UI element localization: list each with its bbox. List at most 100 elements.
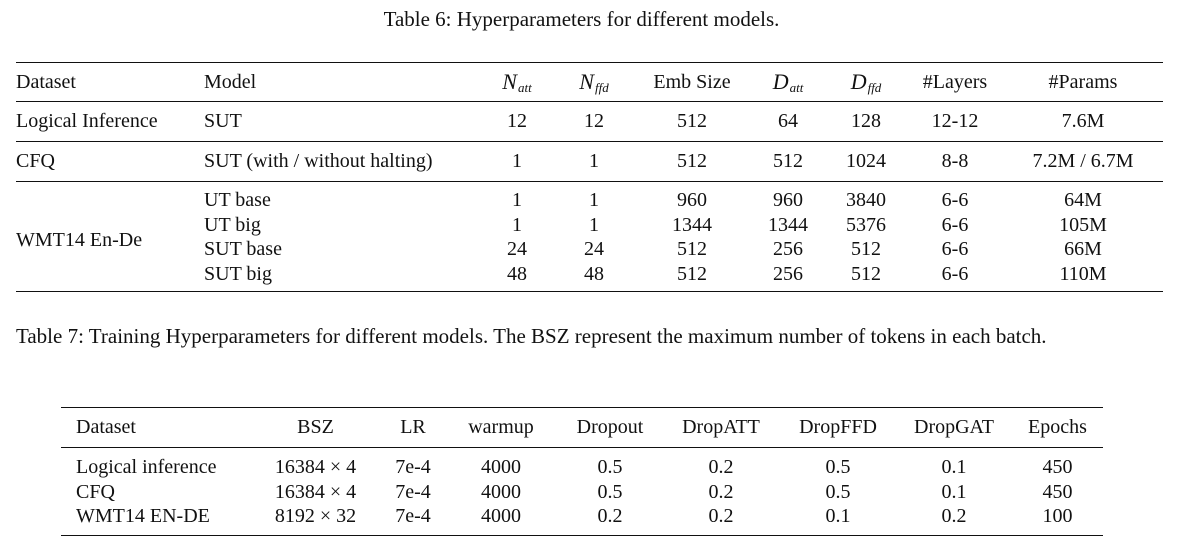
cell-d-att: 256 xyxy=(773,262,803,285)
cell-d-att: 512 xyxy=(751,141,825,182)
header-epochs: Epochs xyxy=(1012,407,1103,448)
cell-dropgat: 0.1 xyxy=(941,480,967,503)
cell-model: SUT base xyxy=(204,238,282,261)
cell-d-att: 64 xyxy=(751,101,825,142)
header-d-att: Datt xyxy=(751,62,825,102)
cell-dropout: 0.2 xyxy=(597,505,623,528)
cell-dataset: CFQ xyxy=(76,480,115,503)
d-ffd-symbol: D xyxy=(850,68,867,94)
n-att-symbol: N xyxy=(502,68,517,94)
cell-layers: 6-6 xyxy=(941,213,969,236)
cell-dropffd: 0.5 xyxy=(825,456,851,479)
cell-emb-size: 960 xyxy=(677,189,707,212)
cell-d-ffd: 1024 xyxy=(825,141,907,182)
cell-model: SUT (with / without halting) xyxy=(204,141,479,182)
table-row: CFQ SUT (with / without halting) 1 1 512… xyxy=(16,141,1163,182)
header-dataset: Dataset xyxy=(61,407,249,448)
cell-lr: 7e-4 xyxy=(395,505,431,528)
table-row: WMT14 En-De UT base 1 1 960 960 3840 6-6… xyxy=(16,182,1163,250)
cell-emb-size: 512 xyxy=(677,262,707,285)
cell-n-ffd: 48 xyxy=(584,262,604,285)
cell-model: SUT big xyxy=(204,262,272,285)
cell-d-ffd: 3840 xyxy=(846,189,886,212)
cell-dropatt: 0.2 xyxy=(708,480,734,503)
cell-params: 66M xyxy=(1064,238,1102,261)
table6-header-row: Dataset Model Natt Nffd Emb Size Datt Df… xyxy=(16,62,1163,102)
cell-emb-size: 1344 xyxy=(672,213,712,236)
header-dropffd: DropFFD xyxy=(780,407,896,448)
table7-header-row: Dataset BSZ LR warmup Dropout DropATT Dr… xyxy=(61,407,1103,448)
cell-n-att: 1 xyxy=(512,189,522,212)
cell-warmup: 4000 xyxy=(481,480,521,503)
header-params: #Params xyxy=(1003,62,1163,102)
cell-lr: 7e-4 xyxy=(395,480,431,503)
cell-dropatt: 0.2 xyxy=(708,456,734,479)
cell-dropatt: 0.2 xyxy=(708,505,734,528)
header-warmup: warmup xyxy=(444,407,558,448)
cell-dropffd: 0.5 xyxy=(825,480,851,503)
cell-epochs: 450 xyxy=(1042,480,1073,503)
cell-warmup: 4000 xyxy=(481,505,521,528)
cell-bsz: 16384 × 4 xyxy=(274,456,357,479)
d-att-symbol: D xyxy=(772,68,789,94)
header-n-att: Natt xyxy=(479,62,555,102)
cell-emb-size: 512 xyxy=(677,238,707,261)
table-row: WMT14 EN-DE 8192 × 32 7e-4 4000 0.2 0.2 … xyxy=(61,504,1103,535)
cell-n-ffd: 24 xyxy=(584,238,604,261)
cell-n-att: 48 xyxy=(507,262,527,285)
cell-dataset: WMT14 EN-DE xyxy=(76,505,210,528)
table6-hyperparameters: Dataset Model Natt Nffd Emb Size Datt Df… xyxy=(16,62,1163,292)
d-att-subscript: att xyxy=(789,79,804,95)
n-ffd-symbol: N xyxy=(579,68,594,94)
header-lr: LR xyxy=(382,407,444,448)
header-d-ffd: Dffd xyxy=(825,62,907,102)
cell-d-ffd: 5376 xyxy=(846,213,886,236)
cell-model: UT big xyxy=(204,213,261,236)
table-row: SUT big 48 48 512 256 512 6-6 110M xyxy=(16,262,1163,292)
cell-model: UT base xyxy=(204,189,271,212)
cell-d-ffd: 512 xyxy=(851,238,881,261)
cell-d-ffd: 128 xyxy=(825,101,907,142)
cell-warmup: 4000 xyxy=(481,456,521,479)
header-bsz: BSZ xyxy=(249,407,382,448)
cell-layers: 12-12 xyxy=(907,101,1003,142)
header-layers: #Layers xyxy=(907,62,1003,102)
cell-dropgat: 0.2 xyxy=(941,505,967,528)
cell-n-ffd: 1 xyxy=(589,213,599,236)
cell-dataset-group: WMT14 En-De xyxy=(16,228,143,251)
cell-dropout: 0.5 xyxy=(597,456,623,479)
table7-caption: Table 7: Training Hyperparameters for di… xyxy=(16,324,1047,348)
header-dropout: Dropout xyxy=(558,407,662,448)
cell-n-ffd: 1 xyxy=(555,141,633,182)
cell-params: 7.6M xyxy=(1003,101,1163,142)
cell-n-att: 12 xyxy=(479,101,555,142)
n-att-subscript: att xyxy=(517,79,532,95)
header-emb-size: Emb Size xyxy=(633,62,751,102)
n-ffd-subscript: ffd xyxy=(594,79,609,95)
cell-n-ffd: 1 xyxy=(589,189,599,212)
header-dropgat: DropGAT xyxy=(896,407,1012,448)
cell-epochs: 450 xyxy=(1042,456,1073,479)
cell-params: 105M xyxy=(1059,213,1107,236)
cell-dropffd: 0.1 xyxy=(825,505,851,528)
cell-d-att: 256 xyxy=(773,238,803,261)
cell-dataset: CFQ xyxy=(16,141,204,182)
cell-bsz: 8192 × 32 xyxy=(274,505,357,528)
cell-n-att: 24 xyxy=(507,238,527,261)
cell-d-att: 960 xyxy=(773,189,803,212)
cell-layers: 8-8 xyxy=(907,141,1003,182)
d-ffd-subscript: ffd xyxy=(867,79,882,95)
header-dataset: Dataset xyxy=(16,62,204,102)
cell-params: 64M xyxy=(1064,189,1102,212)
cell-dataset: Logical Inference xyxy=(16,101,204,142)
cell-n-att: 1 xyxy=(479,141,555,182)
cell-layers: 6-6 xyxy=(941,262,969,285)
header-model: Model xyxy=(204,62,479,102)
cell-params: 110M xyxy=(1059,262,1107,285)
cell-dropout: 0.5 xyxy=(597,480,623,503)
cell-model: SUT xyxy=(204,101,479,142)
cell-emb-size: 512 xyxy=(633,141,751,182)
cell-d-att: 1344 xyxy=(768,213,808,236)
cell-bsz: 16384 × 4 xyxy=(274,480,357,503)
cell-emb-size: 512 xyxy=(633,101,751,142)
